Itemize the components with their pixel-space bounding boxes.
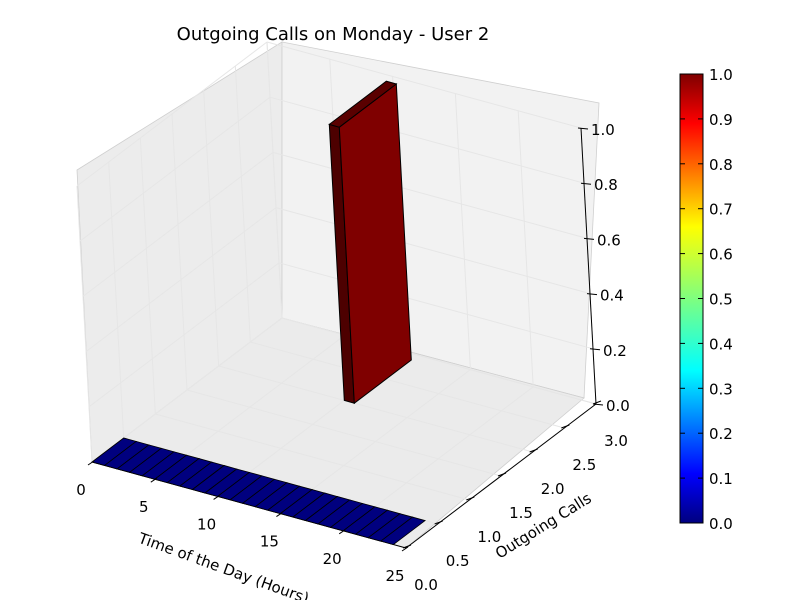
colorbar: 0.0 0.1 0.2 0.3 0.4 0.5 0.6 0.7 0.8 0.9 1.0 xyxy=(679,66,733,533)
colorbar-tick-label: 0.9 xyxy=(709,111,733,129)
grid-line-z-back xyxy=(281,317,597,405)
grid-line-y xyxy=(186,389,502,477)
z-tick xyxy=(586,293,598,296)
y-tick xyxy=(529,448,538,453)
x-tick xyxy=(150,477,158,483)
colorbar-tick-label: 0.4 xyxy=(709,335,733,353)
grid-line-y-left xyxy=(76,185,93,463)
grid-line-y-left xyxy=(108,161,125,439)
y-tick xyxy=(466,496,475,501)
grid-line-z-back xyxy=(272,151,588,239)
grid-line-z-back xyxy=(266,41,582,129)
x-axis-label: Time of the Day (Hours) xyxy=(135,529,311,600)
grid-line-y-left xyxy=(234,65,251,343)
z-tick-label: 0.0 xyxy=(606,397,630,415)
y-tick xyxy=(561,424,570,429)
grid-line-x-back xyxy=(454,93,471,370)
x-tick xyxy=(338,529,346,535)
bars xyxy=(91,80,426,546)
y-tick xyxy=(592,400,602,405)
y-tick-label: 2.0 xyxy=(541,480,565,498)
colorbar-tick-label: 0.2 xyxy=(709,425,733,443)
grid-line-z-left xyxy=(76,41,268,187)
colorbar-tick-label: 0.6 xyxy=(709,246,733,264)
colorbar-tick-label: 0.8 xyxy=(709,156,733,174)
bar-hour-23 xyxy=(380,516,426,546)
chart-title: Outgoing Calls on Monday - User 2 xyxy=(177,24,490,45)
grid-line-z-left xyxy=(85,207,277,352)
z-tick xyxy=(583,237,595,240)
z-tick-label: 0.6 xyxy=(597,231,621,249)
z-tick xyxy=(580,182,592,185)
x-tick xyxy=(213,494,220,500)
z-axis-line xyxy=(580,127,597,405)
grid-line-x-back xyxy=(517,110,534,387)
z-tick xyxy=(589,348,601,351)
colorbar-tick-label: 0.0 xyxy=(709,515,733,533)
x-tick-label: 0 xyxy=(76,481,86,499)
x-tick-label: 25 xyxy=(385,567,404,585)
y-tick xyxy=(497,472,507,477)
bar-highlight-top xyxy=(328,80,398,128)
z-tick xyxy=(592,403,604,406)
grid-line-z-back xyxy=(278,262,594,350)
grid-line-y-left xyxy=(139,137,156,415)
x-tick xyxy=(87,460,95,466)
x-tick xyxy=(401,546,409,552)
x-tick-label: 15 xyxy=(260,533,279,551)
grid-line-y xyxy=(218,365,533,453)
y-axis-label: Outgoing Calls xyxy=(492,489,595,562)
grid-line-z-left xyxy=(88,262,280,408)
z-tick-label: 0.8 xyxy=(594,176,618,194)
z-tick-label: 0.2 xyxy=(603,342,627,360)
grid-line-y-left xyxy=(203,89,220,367)
y-axis-line xyxy=(405,403,597,549)
tick-labels: 0 5 10 15 20 25 0.0 0.5 1.0 1.5 2.0 2.5 3.0 0.0 0.2 0.4… xyxy=(76,121,630,594)
y-tick-label: 1.5 xyxy=(509,504,533,522)
grid-line-y-left xyxy=(171,113,188,391)
colorbar-tick-label: 0.7 xyxy=(709,201,733,219)
z-tick xyxy=(577,127,589,130)
y-tick-label: 0.5 xyxy=(446,552,470,570)
x-tick-label: 20 xyxy=(323,550,342,568)
colorbar-tick-label: 1.0 xyxy=(709,66,733,84)
grid-line-z-back xyxy=(275,207,591,295)
y-tick-label: 0.0 xyxy=(414,576,438,594)
grid-line-y xyxy=(250,341,565,429)
grid-line-z-left xyxy=(82,152,274,297)
y-tick xyxy=(434,520,443,525)
y-tick-label: 2.5 xyxy=(572,456,596,474)
y-tick-label: 1.0 xyxy=(477,528,501,546)
colorbar-tick-label: 0.3 xyxy=(709,380,733,398)
z-tick-label: 1.0 xyxy=(591,121,615,139)
colorbar-tick-label: 0.1 xyxy=(709,470,733,488)
colorbar-tick-label: 0.5 xyxy=(709,291,733,309)
z-tick-label: 0.4 xyxy=(600,287,624,305)
y-tick-label: 3.0 xyxy=(604,432,628,450)
x-tick-label: 5 xyxy=(139,498,149,516)
grid-line-z-left xyxy=(79,96,271,242)
y-tick xyxy=(402,544,412,549)
x-tick-label: 10 xyxy=(197,515,216,533)
grid-line-y xyxy=(155,413,470,501)
grid-line-y-left xyxy=(266,41,283,319)
grid-line-z-back xyxy=(269,96,585,184)
x-tick xyxy=(276,512,283,518)
